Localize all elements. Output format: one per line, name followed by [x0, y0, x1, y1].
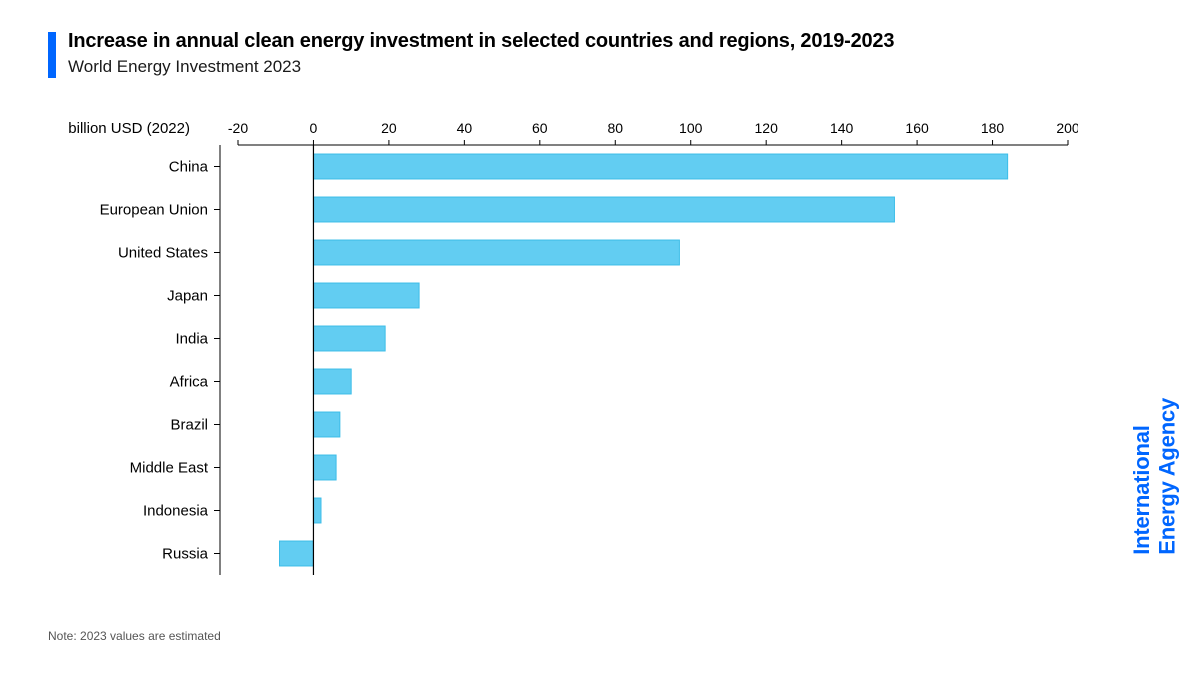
bar-chart-svg: -20 0 20 40 60 80 100 120 140 160 180 200 billion US… — [48, 115, 1078, 585]
x-tick-label: -20 — [228, 120, 248, 136]
category-label: United States — [118, 245, 208, 262]
x-tick-label: 180 — [981, 120, 1005, 136]
chart-area: -20 0 20 40 60 80 100 120 140 160 180 200 billion US… — [48, 115, 1078, 585]
bar — [313, 240, 679, 265]
bar — [313, 455, 336, 480]
category-label: China — [169, 159, 209, 176]
branding-vertical: InternationalEnergy Agency — [1129, 398, 1180, 555]
category-label: Indonesia — [143, 503, 209, 520]
x-tick-label: 120 — [755, 120, 779, 136]
category-label: Africa — [170, 374, 209, 391]
category-label: India — [175, 331, 208, 348]
category-label: Russia — [162, 546, 209, 563]
x-tick-label: 0 — [310, 120, 318, 136]
bar — [313, 154, 1007, 179]
y-axis-unit-label: billion USD (2022) — [68, 120, 190, 137]
x-tick-label: 160 — [905, 120, 929, 136]
accent-bar — [48, 32, 56, 78]
bar — [313, 326, 385, 351]
x-tick-label: 140 — [830, 120, 854, 136]
bar — [313, 369, 351, 394]
bar — [313, 498, 321, 523]
bar — [313, 197, 894, 222]
category-label: Japan — [167, 288, 208, 305]
bar — [313, 283, 419, 308]
category-label: European Union — [100, 202, 208, 219]
chart-subtitle: World Energy Investment 2023 — [68, 57, 1140, 77]
x-tick-label: 100 — [679, 120, 703, 136]
x-tick-label: 40 — [457, 120, 473, 136]
footnote: Note: 2023 values are estimated — [48, 629, 221, 643]
category-label: Brazil — [170, 417, 208, 434]
x-tick-label: 200 — [1056, 120, 1078, 136]
chart-header: Increase in annual clean energy investme… — [48, 30, 1140, 77]
bar — [280, 541, 314, 566]
x-tick-label: 60 — [532, 120, 548, 136]
category-label: Middle East — [130, 460, 209, 477]
x-tick-label: 20 — [381, 120, 397, 136]
x-tick-label: 80 — [607, 120, 623, 136]
chart-title: Increase in annual clean energy investme… — [68, 30, 1140, 53]
bar — [313, 412, 339, 437]
